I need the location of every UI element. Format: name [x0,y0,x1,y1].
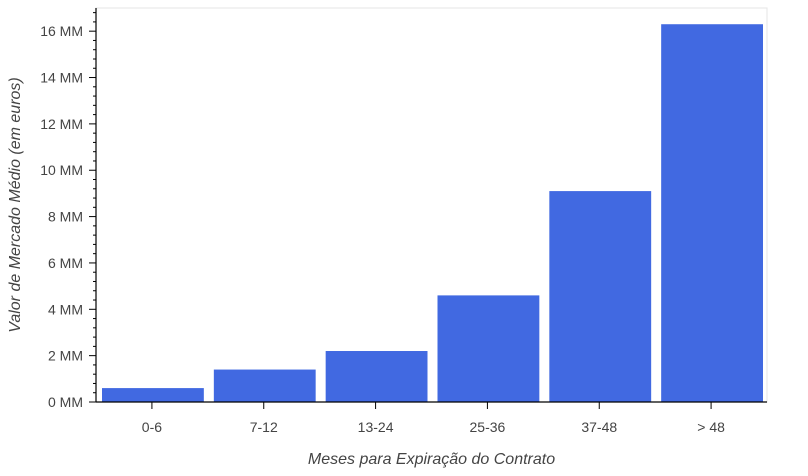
x-tick-label: 13-24 [358,419,394,435]
bars-group [102,24,763,402]
bar-0-6 [102,388,204,402]
x-tick-label: 37-48 [581,419,617,435]
y-tick-label: 10 MM [40,162,83,178]
y-tick-label: 16 MM [40,23,83,39]
x-axis-ticks: 0-6 7-12 13-24 25-36 37-48 > 48 [142,402,725,435]
y-tick-label: 12 MM [40,116,83,132]
y-tick-label: 8 MM [48,209,83,225]
y-tick-label: 6 MM [48,255,83,271]
bar-25-36 [437,295,540,402]
y-axis-ticks: 0 MM 2 MM 4 MM 6 MM 8 MM 10 MM 12 MM 14 MM 16 MM [40,12,96,410]
x-tick-label: 7-12 [250,419,278,435]
x-tick-label: > 48 [697,419,725,435]
bar-7-12 [213,369,316,402]
y-tick-label: 0 MM [48,394,83,410]
y-tick-label: 4 MM [48,301,83,317]
y-tick-label: 2 MM [48,348,83,364]
y-tick-label: 14 MM [40,70,83,86]
x-tick-label: 25-36 [470,419,506,435]
x-tick-label: 0-6 [142,419,162,435]
x-axis-title: Meses para Expiração do Contrato [308,451,555,468]
bar-48 [661,24,763,402]
y-axis-title: Valor de Mercado Médio (em euros) [7,77,24,333]
bar-37-48 [549,191,652,402]
bar-13-24 [325,351,428,402]
